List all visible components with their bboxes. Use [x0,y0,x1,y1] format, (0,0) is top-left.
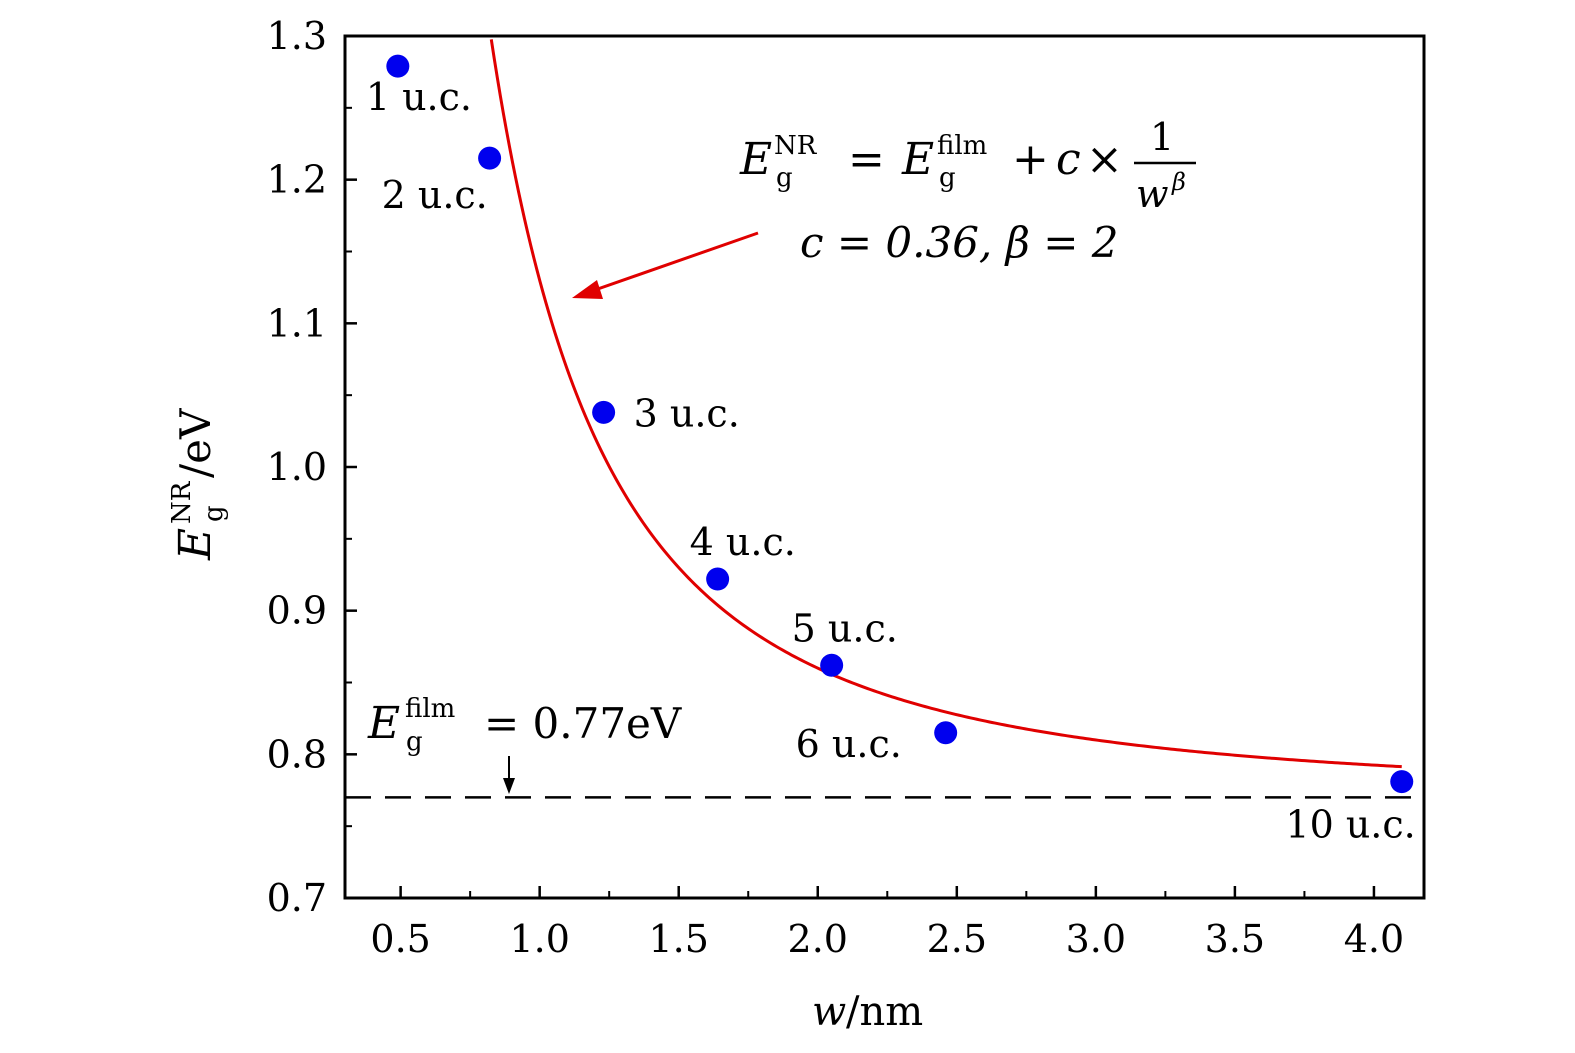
y-axis-title: E NR g /eV [167,408,229,561]
x-axis-title: w /nm [812,989,923,1035]
data-point-label: 2 u.c. [382,173,488,217]
baseline-label: E film g = 0.77eV [367,694,682,757]
data-point [386,54,410,78]
data-points: 1 u.c. 2 u.c. 3 u.c. 4 u.c. 5 u.c. 6 u.c. 10 u… [366,54,1416,847]
formula-frac-den-var: w [1136,172,1169,216]
formula-arrowhead [572,280,603,299]
formula-times: × [1086,134,1123,185]
x-tick-label: 0.5 [370,917,430,961]
x-tick-label: 2.0 [788,917,848,961]
data-point-label: 5 u.c. [792,606,898,650]
baseline-label-value: = 0.77eV [484,699,682,748]
baseline-label-sub: g [406,727,423,757]
y-axis-sub: g [199,505,229,522]
y-axis-var: E [170,528,221,561]
y-tick-label: 1.3 [267,14,327,58]
formula-eq: = [848,134,885,185]
y-tick-label: 1.1 [267,301,327,345]
data-point [592,400,616,424]
x-tick-label: 2.5 [927,917,987,961]
data-point [706,567,730,591]
y-tick-label: 0.9 [267,589,327,633]
baseline-label-sup: film [405,694,455,724]
x-tick-label: 1.0 [509,917,569,961]
data-point [478,146,502,170]
formula-params: c = 0.36, β = 2 [800,218,1119,267]
baseline-marker-arrowhead [503,778,515,794]
data-point-label: 4 u.c. [690,520,796,564]
data-point-label: 6 u.c. [796,722,902,766]
formula-lhs-var: E [739,134,772,185]
formula-c: c [1056,134,1081,185]
data-point-label: 1 u.c. [366,75,472,119]
axis-ticks: 0.5 1.0 1.5 2.0 2.5 3.0 3.5 4.0 0.7 0.8 0.9 1.0 1.1 1… [267,14,1405,961]
formula-arrow [591,231,759,293]
y-tick-label: 0.8 [267,732,327,776]
x-tick-label: 3.5 [1205,917,1265,961]
formula-rhs-sub: g [939,163,956,193]
formula-plus: + [1012,134,1049,185]
y-axis-unit: /eV [171,408,220,478]
y-tick-label: 1.0 [267,445,327,489]
y-axis-sup: NR [167,480,197,524]
data-point-label: 10 u.c. [1285,803,1415,847]
data-point [934,721,958,745]
data-point [1390,770,1414,794]
x-axis-unit: /nm [846,989,923,1035]
data-point [820,653,844,677]
fit-curve [489,39,1402,769]
x-tick-label: 3.0 [1066,917,1126,961]
fit-formula: E NR g = E film g + c × 1 w β c = 0.36, … [739,115,1196,267]
formula-rhs-sup: film [937,131,987,161]
data-point-label: 3 u.c. [634,391,740,435]
x-axis-var: w [812,989,846,1035]
baseline-label-var: E [367,698,400,749]
formula-frac-den-sup: β [1171,168,1186,196]
formula-lhs-sub: g [776,163,793,193]
y-tick-label: 0.7 [267,876,327,920]
formula-frac-num: 1 [1150,115,1174,159]
formula-lhs-sup: NR [774,131,818,161]
x-tick-label: 1.5 [648,917,708,961]
formula-rhs-var: E [901,134,934,185]
x-tick-label: 4.0 [1344,917,1404,961]
y-tick-label: 1.2 [267,158,327,202]
